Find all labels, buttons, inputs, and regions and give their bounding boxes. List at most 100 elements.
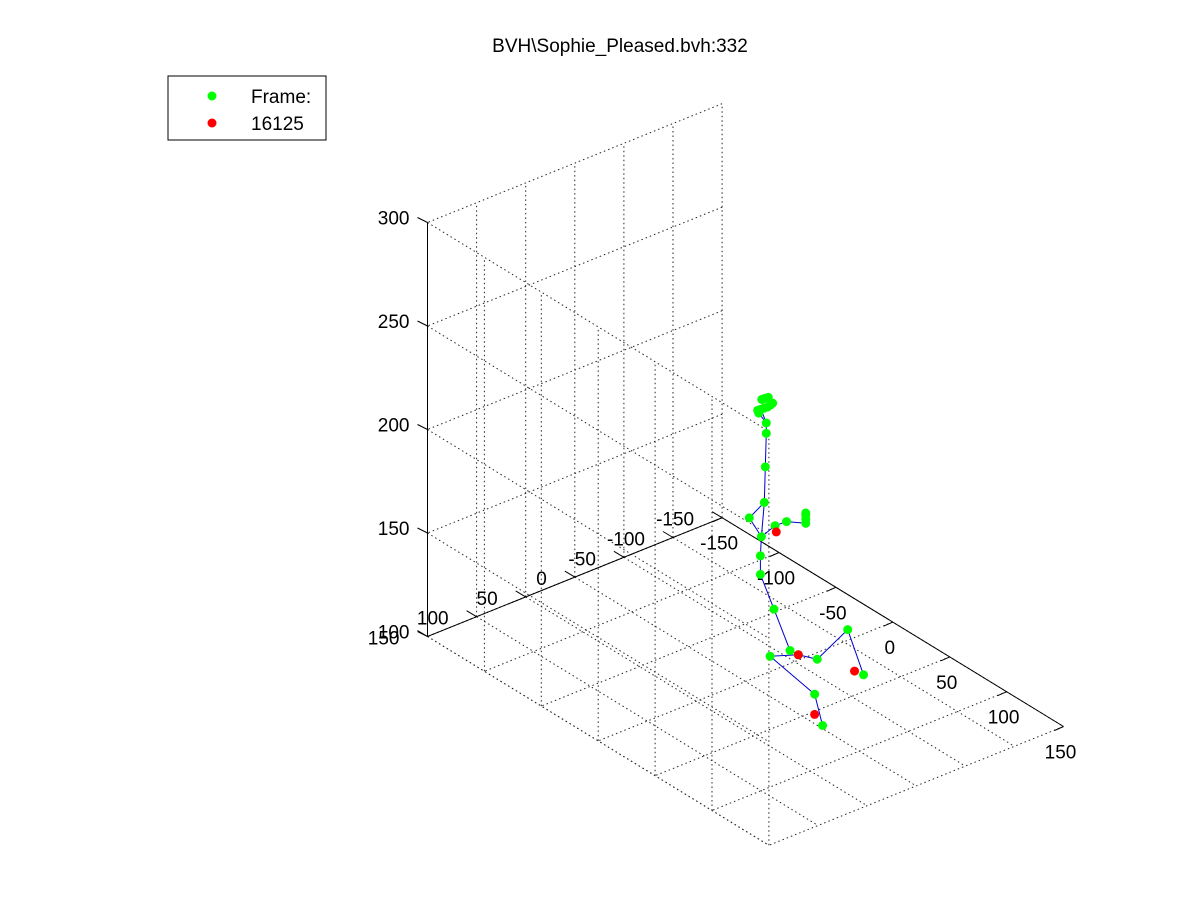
legend: Frame: 16125 [167,75,327,141]
floor-grid-line [476,616,819,826]
left-wall-grid-line [427,103,723,223]
y-tick-mark [466,610,477,618]
back-wall-grid-line [427,532,770,743]
back-wall-grid-line [427,429,770,639]
skeleton-bone [814,694,824,726]
z-tick-mark [417,217,428,223]
z-tick-label: 300 [378,209,410,230]
x-tick-mark [712,517,723,523]
legend-label-frame: Frame: [251,87,311,108]
left-wall-grid-line [427,310,723,430]
y-tick-label: -100 [607,530,645,551]
x-tick-label: 50 [936,673,957,694]
frame-joint-point [768,398,778,408]
frame-joint-point [782,517,792,527]
z-tick-mark [417,527,428,534]
y-tick-mark [515,590,526,598]
z-tick-label: 250 [378,312,410,333]
x-tick-label: -150 [700,534,738,555]
x-tick-mark [940,656,950,662]
y-tick-mark [613,550,625,558]
frame-joint-point [761,418,771,428]
skeleton-bone [763,466,766,503]
y-tick-label: 0 [536,569,547,590]
data-points [744,392,869,731]
y-tick-label: -150 [656,510,694,531]
x-tick-mark [883,621,894,627]
highlight-joint-point [793,650,803,660]
chart-title: BVH\Sophie_Pleased.bvh:332 [492,36,748,57]
frame-joint-point [761,428,771,438]
y-tick-mark [564,570,576,578]
left-wall-grid-line [427,413,723,534]
frame-joint-point [818,721,828,731]
legend-marker-frame [207,91,217,101]
y-tick-label: 50 [477,589,498,610]
skeleton-bone [764,433,767,467]
z-tick-mark [417,320,428,327]
floor-grid-line [672,537,1015,747]
frame-joint-point [859,670,869,680]
skeleton-bone [769,655,816,695]
left-wall-grid-line [427,206,723,327]
axis-lines [417,217,1064,731]
legend-marker-frame-number [207,118,217,128]
frame-joint-point [812,654,822,664]
z-tick-label: 200 [378,416,410,437]
floor-grid-line [623,556,966,767]
floor-grid-line [574,576,917,787]
z-tick-mark [417,424,428,430]
y-tick-mark [711,511,723,519]
x-tick-label: 150 [1045,743,1077,764]
skeleton-bone [816,629,849,660]
highlight-joint-point [850,666,860,676]
frame-joint-point [810,689,820,699]
skeleton-bone [773,608,791,651]
frame-joint-point [801,508,811,518]
x-tick-mark [769,552,780,557]
frame-joint-point [744,513,754,523]
back-wall-grid-line [427,222,770,432]
x-tick-label: -50 [819,603,846,624]
frame-joint-point [759,497,769,507]
frame-joint-point [756,532,766,542]
y-tick-label: 150 [368,629,400,650]
x-tick-label: -100 [757,569,795,590]
x-tick-label: 100 [988,708,1020,729]
x-tick-label: 0 [885,638,896,659]
tick-labels: -150-100-50050100150-150-100-50050100150… [368,209,1077,764]
highlight-joint-point [771,527,781,537]
z-tick-label: 100 [378,623,410,644]
skeleton-bone [759,574,775,610]
floor-grid-line [484,552,780,672]
y-tick-mark [662,531,674,538]
frame-joint-point [769,604,779,614]
floor-grid-line [541,586,837,707]
y-tick-label: -50 [568,549,595,570]
x-tick-mark [997,691,1007,697]
skeleton-bone [760,502,765,537]
floor-grid-line [525,596,868,807]
frame-joint-point [765,651,775,661]
skeleton-bone [770,654,799,657]
back-wall-grid-line [427,636,770,846]
skeleton-bone [847,629,865,675]
y-tick-label: 100 [417,609,449,630]
z-tick-label: 150 [378,519,410,540]
x-tick-mark [1054,726,1064,731]
frame-joint-point [843,625,853,635]
legend-box [167,75,327,141]
frame-joint-point [755,551,765,561]
legend-label-frame-number: 16125 [251,114,304,135]
frame-joint-point [785,646,795,656]
z-tick-mark [417,631,428,637]
x-tick-mark [826,586,837,592]
floor-grid-line [768,726,1064,846]
back-wall-grid-line [427,325,770,536]
frame-joint-point [754,408,764,418]
floor-grid-line [598,621,893,742]
frame-joint-point [760,462,770,472]
frame-joint-point [755,569,765,579]
